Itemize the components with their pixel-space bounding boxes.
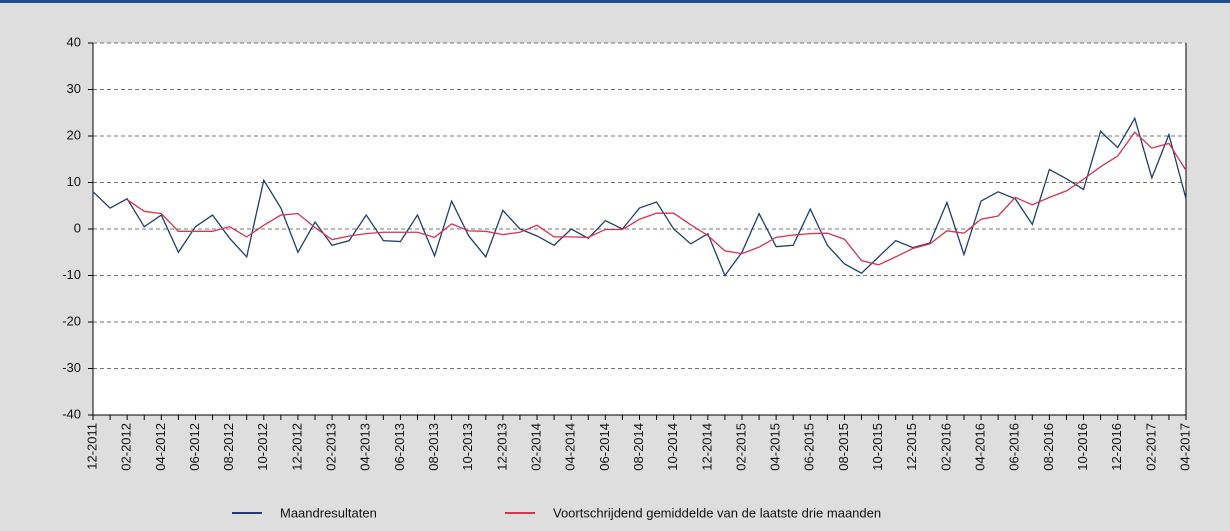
legend-label: Maandresultaten — [280, 505, 377, 520]
y-tick-label: -40 — [62, 406, 81, 421]
x-tick-label: 10-2016 — [1075, 423, 1090, 471]
x-tick-label: 10-2015 — [870, 423, 885, 471]
x-tick-label: 02-2015 — [733, 423, 748, 471]
x-tick-label: 10-2013 — [460, 423, 475, 471]
x-tick-label: 08-2016 — [1041, 423, 1056, 471]
x-tick-label: 02-2016 — [938, 423, 953, 471]
x-tick-label: 12-2014 — [699, 423, 714, 471]
x-tick-label: 04-2016 — [973, 423, 988, 471]
x-tick-label: 02-2014 — [528, 423, 543, 471]
x-tick-label: 06-2015 — [802, 423, 817, 471]
x-tick-label: 10-2014 — [665, 423, 680, 471]
y-tick-label: 40 — [67, 34, 81, 49]
y-tick-label: 0 — [74, 220, 81, 235]
x-tick-label: 02-2013 — [324, 423, 339, 471]
series-line — [126, 131, 1187, 266]
y-tick-label: 30 — [67, 81, 81, 96]
x-tick-label: 04-2014 — [563, 423, 578, 471]
y-tick-label: -10 — [62, 267, 81, 282]
x-tick-label: 02-2017 — [1143, 423, 1158, 471]
x-tick-label: 04-2012 — [153, 423, 168, 471]
x-tick-label: 12-2016 — [1109, 423, 1124, 471]
x-tick-label: 08-2014 — [631, 423, 646, 471]
y-tick-label: -20 — [62, 313, 81, 328]
x-tick-label: 04-2015 — [768, 423, 783, 471]
x-tick-label: 06-2016 — [1007, 423, 1022, 471]
x-tick-label: 06-2013 — [392, 423, 407, 471]
top-border — [0, 0, 1230, 3]
x-tick-label: 10-2012 — [255, 423, 270, 471]
legend-label: Voortschrijdend gemiddelde van de laatst… — [553, 505, 881, 520]
x-tick-label: 12-2015 — [904, 423, 919, 471]
x-tick-label: 12-2011 — [84, 423, 99, 470]
x-tick-label: 02-2012 — [119, 423, 134, 471]
x-tick-label: 04-2017 — [1177, 423, 1192, 471]
y-tick-label: -30 — [62, 360, 81, 375]
y-tick-label: 10 — [67, 174, 81, 189]
x-tick-label: 12-2013 — [494, 423, 509, 471]
x-tick-label: 08-2012 — [221, 423, 236, 471]
series-line — [92, 116, 1187, 277]
x-tick-label: 06-2012 — [187, 423, 202, 471]
x-tick-label: 12-2012 — [289, 423, 304, 471]
x-tick-label: 04-2013 — [358, 423, 373, 471]
x-tick-label: 06-2014 — [597, 423, 612, 471]
x-tick-label: 08-2013 — [426, 423, 441, 471]
y-tick-label: 20 — [67, 127, 81, 142]
x-tick-label: 08-2015 — [836, 423, 851, 471]
